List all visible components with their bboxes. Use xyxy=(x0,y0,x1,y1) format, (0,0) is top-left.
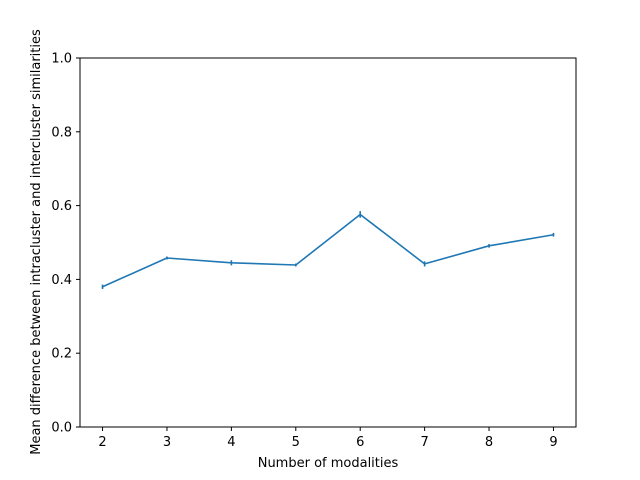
data-point xyxy=(294,264,297,266)
y-tick-label: 0.8 xyxy=(51,125,72,140)
y-tick-label: 0.0 xyxy=(51,421,72,436)
y-tick-label: 0.6 xyxy=(51,199,72,214)
axes-frame xyxy=(79,57,577,428)
data-point xyxy=(423,263,426,265)
data-point xyxy=(488,244,490,247)
y-axis-title: Mean difference between intracluster and… xyxy=(29,29,44,455)
y-tick-label: 1.0 xyxy=(51,52,72,67)
data-point xyxy=(552,233,555,236)
y-axis-ticks: 0.0 0.2 0.4 0.6 0.8 1.0 xyxy=(51,52,80,436)
x-axis-title: Number of modalities xyxy=(258,456,399,471)
x-tick-label: 3 xyxy=(163,435,171,450)
x-tick-label: 9 xyxy=(549,435,557,450)
data-point xyxy=(101,285,104,288)
series-line xyxy=(102,213,554,288)
data-point xyxy=(230,261,233,264)
x-tick-label: 2 xyxy=(98,435,106,450)
data-point xyxy=(166,257,168,259)
x-tick-label: 4 xyxy=(227,435,235,450)
y-tick-label: 0.2 xyxy=(51,347,72,362)
x-axis-ticks: 2 3 4 5 6 7 8 9 xyxy=(98,427,558,450)
x-tick-label: 5 xyxy=(292,435,300,450)
x-tick-label: 6 xyxy=(356,435,364,450)
y-tick-label: 0.4 xyxy=(51,273,72,288)
x-tick-label: 7 xyxy=(420,435,428,450)
data-point xyxy=(359,213,362,216)
plot-area xyxy=(101,211,555,289)
x-tick-label: 8 xyxy=(485,435,493,450)
